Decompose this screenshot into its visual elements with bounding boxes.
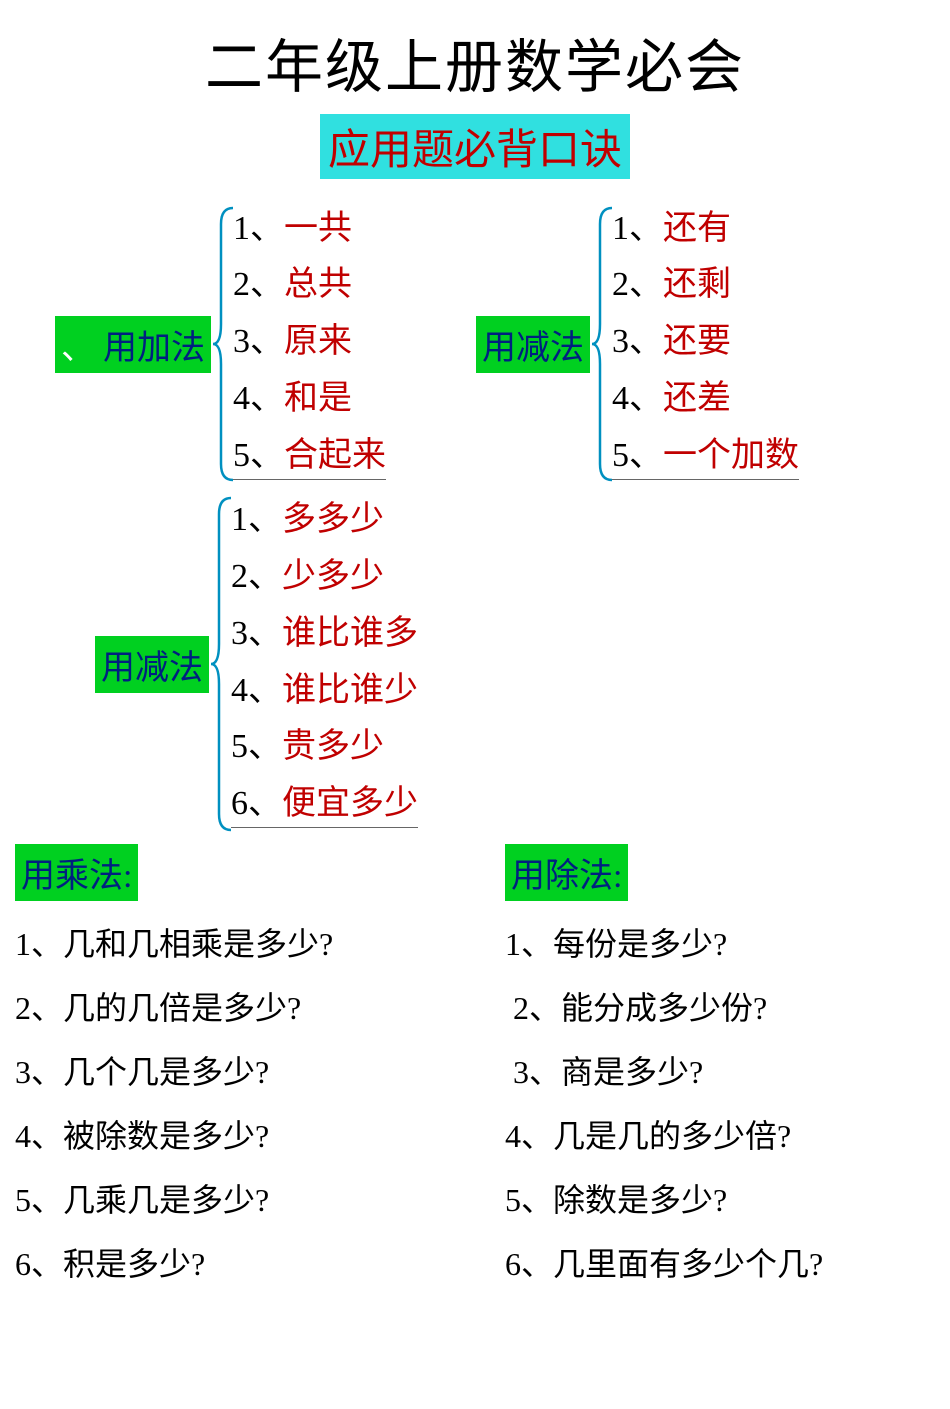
divide-label: 用除法: — [505, 844, 628, 901]
row-1: 、 用加法 1、一共 2、总共 3、原来 4、和是 5、合起来 用减法 1、还有 — [55, 204, 935, 484]
divide-column: 用除法: 1、每份是多少? 2、能分成多少份? 3、商是多少? 4、几是几的多少… — [485, 844, 935, 1285]
list-item: 2、几的几倍是多少? — [15, 983, 445, 1029]
subtraction2-brace-wrap: 1、多多少 2、少多少 3、谁比谁多 4、谁比谁少 5、贵多少 6、便宜多少 — [209, 494, 418, 834]
addition-items: 1、一共 2、总共 3、原来 4、和是 5、合起来 — [233, 204, 386, 485]
brace-icon — [209, 494, 231, 834]
addition-brace-wrap: 1、一共 2、总共 3、原来 4、和是 5、合起来 — [211, 204, 386, 484]
list-item: 1、一共 — [233, 209, 386, 250]
list-item: 1、每份是多少? — [505, 919, 935, 965]
list-item: 4、被除数是多少? — [15, 1111, 445, 1157]
list-item: 5、贵多少 — [231, 727, 418, 768]
divide-items: 1、每份是多少? 2、能分成多少份? 3、商是多少? 4、几是几的多少倍? 5、… — [505, 919, 935, 1285]
multiply-items: 1、几和几相乘是多少? 2、几的几倍是多少? 3、几个几是多少? 4、被除数是多… — [15, 919, 445, 1285]
list-item: 5、一个加数 — [612, 436, 799, 480]
subtraction2-block: 用减法 1、多多少 2、少多少 3、谁比谁多 4、谁比谁少 5、贵多少 6、便宜… — [95, 494, 418, 834]
subtraction1-items: 1、还有 2、还剩 3、还要 4、还差 5、一个加数 — [612, 204, 799, 485]
page-title: 二年级上册数学必会 — [15, 20, 935, 104]
list-item: 3、谁比谁多 — [231, 614, 418, 655]
addition-block: 、 用加法 1、一共 2、总共 3、原来 4、和是 5、合起来 — [55, 204, 386, 484]
multiply-label: 用乘法: — [15, 844, 138, 901]
list-item: 6、几里面有多少个几? — [505, 1239, 935, 1285]
list-item: 4、和是 — [233, 379, 386, 420]
list-item: 1、还有 — [612, 209, 799, 250]
list-item: 6、便宜多少 — [231, 784, 418, 828]
subtraction1-block: 用减法 1、还有 2、还剩 3、还要 4、还差 5、一个加数 — [476, 204, 799, 484]
list-item: 2、少多少 — [231, 557, 418, 598]
list-item: 6、积是多少? — [15, 1239, 445, 1285]
brace-icon — [590, 204, 612, 484]
subtraction1-brace-wrap: 1、还有 2、还剩 3、还要 4、还差 5、一个加数 — [590, 204, 799, 484]
list-item: 5、几乘几是多少? — [15, 1175, 445, 1221]
list-item: 5、合起来 — [233, 436, 386, 480]
list-item: 2、能分成多少份? — [505, 983, 935, 1029]
list-item: 3、几个几是多少? — [15, 1047, 445, 1093]
list-item: 4、还差 — [612, 379, 799, 420]
addition-label-box: 、 用加法 — [55, 316, 211, 373]
list-item: 1、几和几相乘是多少? — [15, 919, 445, 965]
addition-prefix: 、 — [55, 316, 97, 373]
list-item: 1、多多少 — [231, 500, 418, 541]
row-2: 用减法 1、多多少 2、少多少 3、谁比谁多 4、谁比谁少 5、贵多少 6、便宜… — [95, 494, 935, 834]
subtitle-wrap: 应用题必背口诀 — [15, 114, 935, 179]
list-item: 2、总共 — [233, 265, 386, 306]
subtraction1-label: 用减法 — [476, 316, 590, 373]
page-subtitle: 应用题必背口诀 — [320, 114, 630, 179]
bottom-row: 用乘法: 1、几和几相乘是多少? 2、几的几倍是多少? 3、几个几是多少? 4、… — [15, 844, 935, 1285]
addition-label: 用加法 — [97, 316, 211, 373]
list-item: 4、谁比谁少 — [231, 671, 418, 712]
list-item: 3、还要 — [612, 322, 799, 363]
multiply-column: 用乘法: 1、几和几相乘是多少? 2、几的几倍是多少? 3、几个几是多少? 4、… — [15, 844, 445, 1285]
subtraction2-items: 1、多多少 2、少多少 3、谁比谁多 4、谁比谁少 5、贵多少 6、便宜多少 — [231, 495, 418, 833]
subtraction2-label: 用减法 — [95, 636, 209, 693]
list-item: 3、商是多少? — [505, 1047, 935, 1093]
list-item: 3、原来 — [233, 322, 386, 363]
brace-icon — [211, 204, 233, 484]
list-item: 2、还剩 — [612, 265, 799, 306]
list-item: 5、除数是多少? — [505, 1175, 935, 1221]
list-item: 4、几是几的多少倍? — [505, 1111, 935, 1157]
